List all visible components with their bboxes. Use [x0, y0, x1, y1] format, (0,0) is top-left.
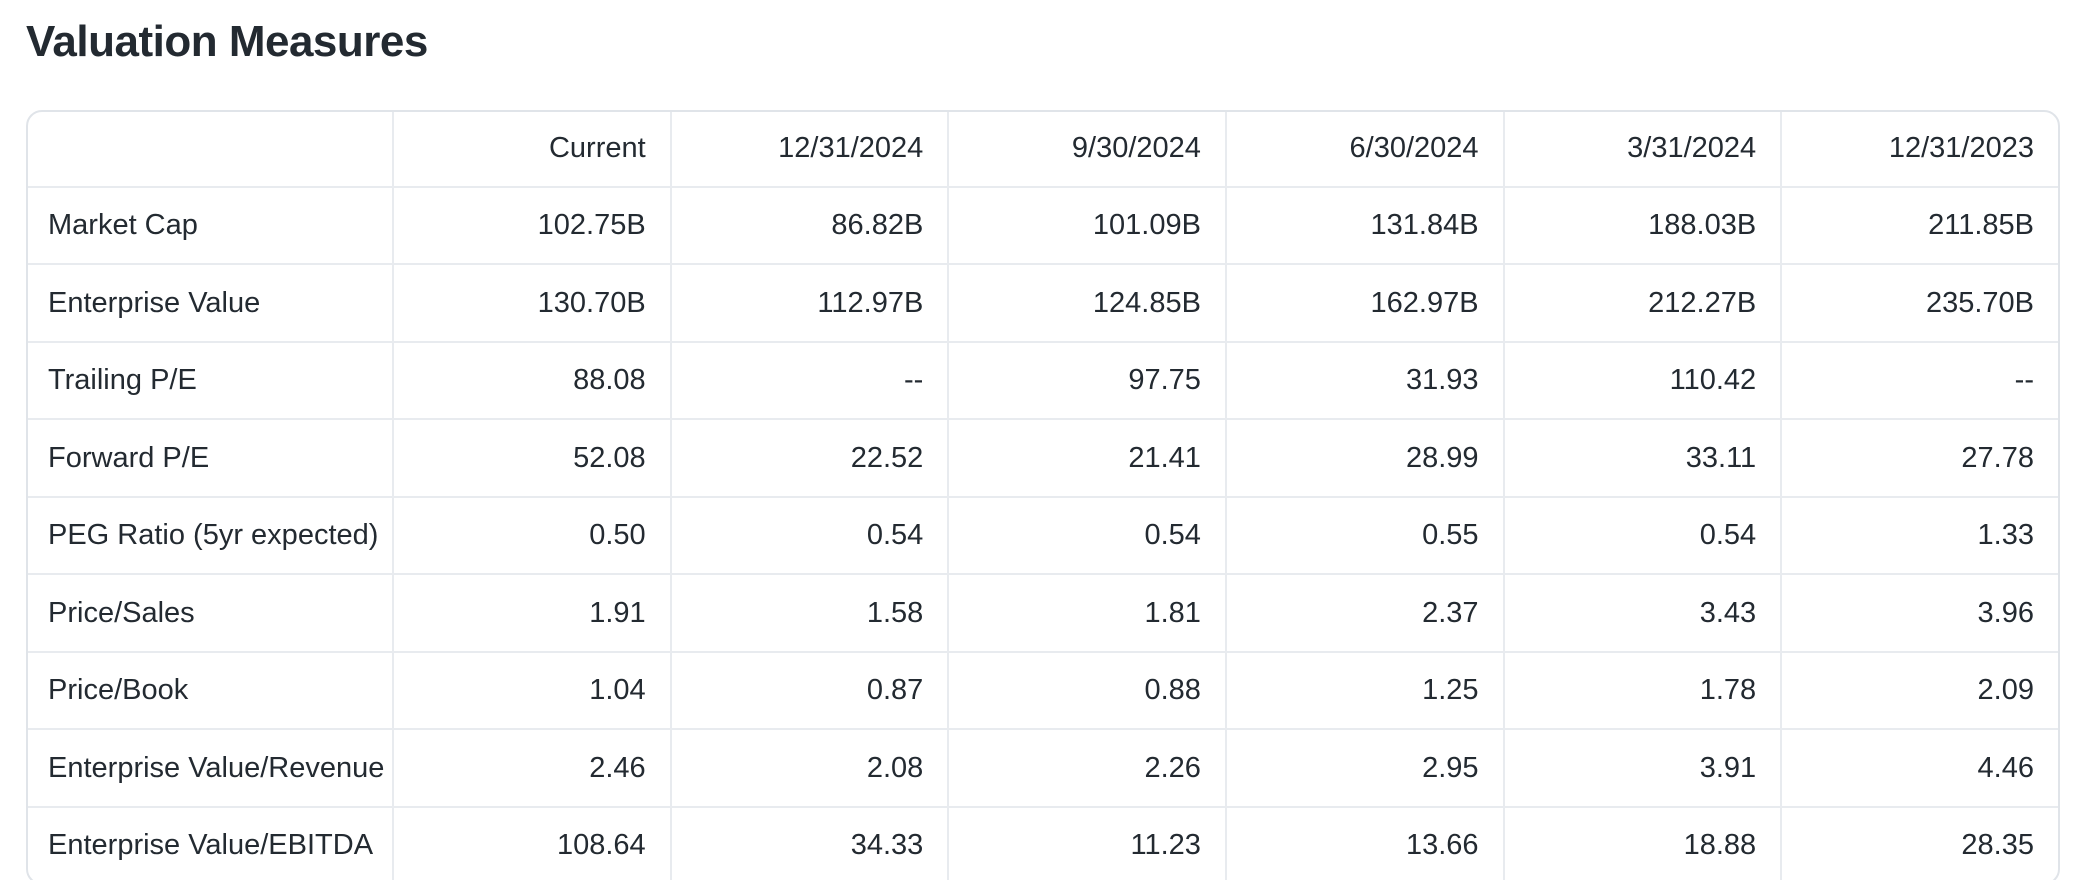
- metric-value: 0.55: [1224, 495, 1504, 575]
- column-header-12-31-2024: 12/31/2024: [669, 111, 949, 187]
- metric-label: Price/Sales: [28, 573, 394, 652]
- column-header-12-31-2023: 12/31/2023: [1780, 111, 2058, 187]
- row-price-book: Price/Book 1.04 0.87 0.88 1.25 1.78 2.09: [28, 650, 2058, 730]
- row-trailing-pe: Trailing P/E 88.08 -- 97.75 31.93 110.42…: [28, 340, 2058, 420]
- metric-value: 28.99: [1224, 418, 1504, 497]
- metric-value: 102.75B: [392, 185, 671, 265]
- metric-value: --: [669, 340, 949, 420]
- column-header-9-30-2024: 9/30/2024: [947, 111, 1226, 187]
- row-enterprise-value: Enterprise Value 130.70B 112.97B 124.85B…: [28, 263, 2058, 342]
- metric-label: Enterprise Value: [28, 263, 394, 342]
- metric-value: 3.91: [1502, 728, 1782, 807]
- metric-value: 18.88: [1502, 805, 1782, 880]
- metric-label: PEG Ratio (5yr expected): [28, 495, 394, 575]
- table-header: Current 12/31/2024 9/30/2024 6/30/2024 3…: [28, 111, 2058, 187]
- header-row: Current 12/31/2024 9/30/2024 6/30/2024 3…: [28, 111, 2058, 187]
- column-header-6-30-2024: 6/30/2024: [1224, 111, 1504, 187]
- metric-value: 1.33: [1780, 495, 2058, 575]
- metric-label: Forward P/E: [28, 418, 394, 497]
- metric-value: 28.35: [1780, 805, 2058, 880]
- section-title: Valuation Measures: [26, 17, 428, 66]
- column-header-3-31-2024: 3/31/2024: [1502, 111, 1782, 187]
- metric-value: 235.70B: [1780, 263, 2058, 342]
- metric-label: Enterprise Value/EBITDA: [28, 805, 394, 880]
- metric-value: 1.04: [392, 650, 671, 730]
- metric-label: Price/Book: [28, 650, 394, 730]
- metric-value: 101.09B: [947, 185, 1226, 265]
- metric-value: 0.54: [1502, 495, 1782, 575]
- metric-value: 212.27B: [1502, 263, 1782, 342]
- metric-label: Market Cap: [28, 185, 394, 265]
- row-forward-pe: Forward P/E 52.08 22.52 21.41 28.99 33.1…: [28, 418, 2058, 497]
- metric-value: 33.11: [1502, 418, 1782, 497]
- metric-value: 0.87: [669, 650, 949, 730]
- metric-value: 1.81: [947, 573, 1226, 652]
- metric-value: 2.37: [1224, 573, 1504, 652]
- metric-value: 22.52: [669, 418, 949, 497]
- metric-value: 2.26: [947, 728, 1226, 807]
- metric-value: 34.33: [669, 805, 949, 880]
- metric-value: 1.58: [669, 573, 949, 652]
- metric-value: 110.42: [1502, 340, 1782, 420]
- metric-label: Trailing P/E: [28, 340, 394, 420]
- metric-value: 27.78: [1780, 418, 2058, 497]
- row-price-sales: Price/Sales 1.91 1.58 1.81 2.37 3.43 3.9…: [28, 573, 2058, 652]
- metric-value: 31.93: [1224, 340, 1504, 420]
- row-ev-ebitda: Enterprise Value/EBITDA 108.64 34.33 11.…: [28, 805, 2058, 880]
- row-peg-ratio: PEG Ratio (5yr expected) 0.50 0.54 0.54 …: [28, 495, 2058, 575]
- metric-value: 97.75: [947, 340, 1226, 420]
- valuation-table: Current 12/31/2024 9/30/2024 6/30/2024 3…: [28, 111, 2058, 880]
- metric-value: 131.84B: [1224, 185, 1504, 265]
- metric-value: 0.50: [392, 495, 671, 575]
- metric-value: 124.85B: [947, 263, 1226, 342]
- metric-value: 211.85B: [1780, 185, 2058, 265]
- metric-value: 88.08: [392, 340, 671, 420]
- metric-value: 0.54: [947, 495, 1226, 575]
- column-header-blank: [28, 112, 393, 187]
- row-ev-revenue: Enterprise Value/Revenue 2.46 2.08 2.26 …: [28, 728, 2058, 807]
- metric-value: 4.46: [1780, 728, 2058, 807]
- metric-value: 2.46: [392, 728, 671, 807]
- metric-value: 3.43: [1502, 573, 1782, 652]
- metric-value: 1.91: [392, 573, 671, 652]
- metric-value: 52.08: [392, 418, 671, 497]
- metric-value: 1.25: [1224, 650, 1504, 730]
- metric-value: 108.64: [392, 805, 671, 880]
- column-header-current: Current: [392, 111, 671, 187]
- metric-value: 130.70B: [392, 263, 671, 342]
- metric-value: 2.09: [1780, 650, 2058, 730]
- table-body: Market Cap 102.75B 86.82B 101.09B 131.84…: [28, 185, 2058, 880]
- metric-value: 162.97B: [1224, 263, 1504, 342]
- metric-value: 0.88: [947, 650, 1226, 730]
- metric-value: 11.23: [947, 805, 1226, 880]
- metric-value: 112.97B: [669, 263, 949, 342]
- valuation-table-container: Current 12/31/2024 9/30/2024 6/30/2024 3…: [26, 109, 2060, 880]
- metric-value: --: [1780, 340, 2058, 420]
- metric-value: 0.54: [669, 495, 949, 575]
- metric-value: 13.66: [1224, 805, 1504, 880]
- metric-value: 21.41: [947, 418, 1226, 497]
- metric-label: Enterprise Value/Revenue: [28, 728, 394, 807]
- metric-value: 188.03B: [1502, 185, 1782, 265]
- metric-value: 2.95: [1224, 728, 1504, 807]
- row-market-cap: Market Cap 102.75B 86.82B 101.09B 131.84…: [28, 185, 2058, 265]
- metric-value: 3.96: [1780, 573, 2058, 652]
- metric-value: 2.08: [669, 728, 949, 807]
- metric-value: 1.78: [1502, 650, 1782, 730]
- metric-value: 86.82B: [669, 185, 949, 265]
